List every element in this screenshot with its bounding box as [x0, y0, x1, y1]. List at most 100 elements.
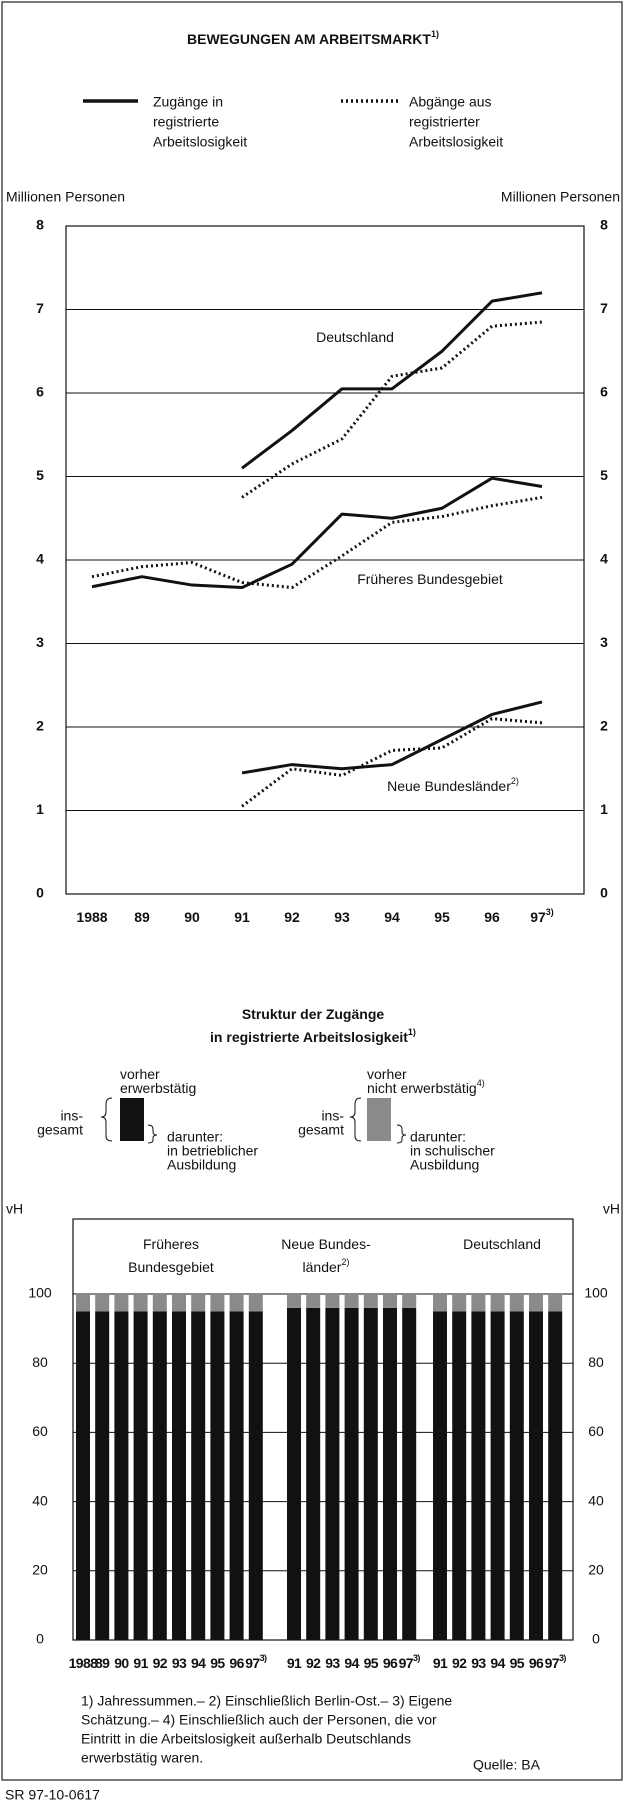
x-tick-label: 95 — [210, 1655, 225, 1671]
bar-segment — [191, 1311, 206, 1640]
x-tick-label: 91 — [234, 909, 250, 925]
footnote-marker: 3) — [413, 1653, 420, 1663]
bar-segment — [248, 1294, 263, 1312]
x-tick-label: 96 — [484, 909, 500, 925]
series-line — [241, 700, 543, 775]
legend-text: erwerbstätig — [120, 1080, 196, 1096]
y-axis-label: Millionen Personen — [6, 189, 125, 205]
legend-label: vorher — [367, 1066, 407, 1082]
bar-segment — [325, 1307, 340, 1640]
footnote-marker: 3) — [260, 1653, 267, 1663]
region-label: Neue Bundesländer2) — [387, 776, 519, 793]
x-tick-text: 95 — [434, 909, 450, 925]
x-tick-label: 93 — [325, 1655, 340, 1671]
bar-segment — [306, 1294, 321, 1308]
x-tick-text: 95 — [210, 1655, 225, 1671]
x-tick-label: 95 — [510, 1655, 525, 1671]
source: Quelle: BA — [473, 1757, 541, 1773]
group-text: länder — [303, 1259, 342, 1275]
x-tick-text: 89 — [134, 909, 150, 925]
bar-segment — [433, 1294, 447, 1312]
bar-segment — [529, 1294, 543, 1312]
bracket — [100, 1097, 113, 1142]
x-tick-text: 93 — [471, 1655, 486, 1671]
x-tick-text: 97 — [399, 1655, 414, 1671]
bar-segment — [344, 1307, 359, 1640]
legend-label: in schulischer — [410, 1143, 495, 1159]
y-tick-label: 2 — [600, 718, 608, 734]
y-tick-label: 4 — [600, 551, 608, 567]
y-tick-label: 8 — [600, 217, 608, 233]
group-title: Früheres — [143, 1236, 199, 1252]
x-tick-label: 93 — [334, 909, 350, 925]
x-tick-label: 91 — [133, 1655, 148, 1671]
bar-segment — [248, 1311, 263, 1640]
bar-segment — [287, 1294, 301, 1308]
x-tick-label: 95 — [434, 909, 450, 925]
y-tick-label: 1 — [600, 801, 608, 817]
x-tick-label: 973) — [245, 1653, 267, 1670]
y-tick-label: 8 — [36, 217, 44, 233]
footnote-marker: 4) — [477, 1078, 485, 1088]
group-text: Deutschland — [463, 1236, 541, 1252]
x-tick-label: 973) — [545, 1653, 567, 1670]
chart-title: BEWEGUNGEN AM ARBEITSMARKT1) — [187, 29, 439, 46]
bracket — [396, 1124, 407, 1144]
y-tick-label: 2 — [36, 718, 44, 734]
x-tick-text: 91 — [433, 1655, 448, 1671]
x-tick-text: 97 — [245, 1655, 260, 1671]
bracket — [349, 1097, 362, 1142]
region-text: Deutschland — [316, 329, 394, 345]
x-tick-label: 89 — [134, 909, 150, 925]
x-tick-text: 92 — [153, 1655, 168, 1671]
footnote-marker: 2) — [341, 1257, 349, 1267]
title-text: Struktur der Zugänge — [242, 1006, 385, 1022]
y-tick-label: 0 — [592, 1631, 600, 1647]
x-tick-label: 973) — [399, 1653, 421, 1670]
bar-segment — [152, 1294, 167, 1312]
y-tick-label: 100 — [28, 1285, 52, 1301]
legend-text: vorher — [367, 1066, 407, 1082]
x-tick-text: 96 — [529, 1655, 544, 1671]
bar-segment — [229, 1311, 244, 1640]
group-text: Bundesgebiet — [128, 1259, 214, 1275]
x-tick-label: 89 — [95, 1655, 110, 1671]
x-tick-text: 94 — [344, 1655, 359, 1671]
x-tick-label: 96 — [229, 1655, 244, 1671]
y-tick-label: 5 — [36, 467, 44, 483]
x-tick-text: 92 — [284, 909, 300, 925]
x-tick-text: 93 — [172, 1655, 187, 1671]
bar-segment — [433, 1311, 447, 1640]
y-tick-label: 0 — [36, 885, 44, 901]
legend-label: in betrieblicher — [167, 1143, 258, 1159]
legend-label: registrierte — [153, 114, 219, 130]
y-tick-label: 40 — [588, 1492, 604, 1508]
x-tick-label: 92 — [153, 1655, 168, 1671]
bar-segment — [344, 1294, 359, 1308]
y-tick-label: 20 — [32, 1562, 48, 1578]
chart-code: SR 97-10-0617 — [5, 1787, 100, 1803]
region-label: Deutschland — [316, 329, 394, 345]
bar-segment — [133, 1311, 148, 1640]
legend-label: registrierter — [409, 114, 480, 130]
x-tick-text: 92 — [452, 1655, 467, 1671]
footnote-marker: 1) — [431, 29, 439, 39]
legend-text: vorher — [120, 1066, 160, 1082]
footnote-marker: 3) — [559, 1653, 566, 1663]
bar-segment — [452, 1311, 467, 1640]
bracket — [147, 1124, 158, 1144]
region-text: Neue Bundesländer — [387, 778, 511, 794]
bar-segment — [172, 1294, 186, 1312]
x-tick-label: 94 — [344, 1655, 359, 1671]
bar-segment — [325, 1294, 340, 1308]
x-tick-label: 94 — [490, 1655, 505, 1671]
bar-segment — [306, 1307, 321, 1640]
series-line — [241, 717, 543, 808]
y-tick-label: 1 — [36, 801, 44, 817]
bar-segment — [210, 1311, 225, 1640]
x-tick-text: 93 — [325, 1655, 340, 1671]
legend-swatch — [367, 1098, 391, 1141]
bar-segment — [287, 1307, 301, 1640]
group-text: Neue Bundes- — [281, 1236, 371, 1252]
